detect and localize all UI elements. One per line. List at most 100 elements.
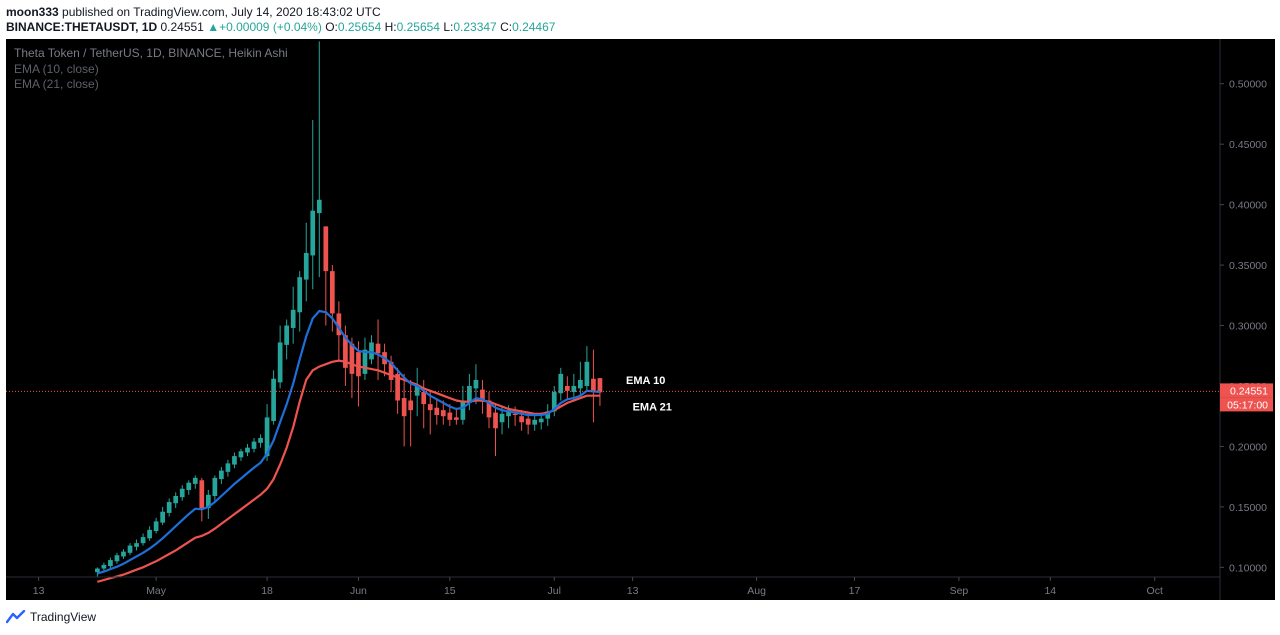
ohlc-line: BINANCE:THETAUSDT, 1D 0.24551 ▲+0.00009 … — [6, 20, 555, 34]
chart-area[interactable]: 0.500000.450000.400000.350000.300000.250… — [6, 39, 1275, 600]
legend-ema21[interactable]: EMA (21, close) — [14, 77, 99, 91]
candle — [349, 337, 355, 399]
candle-body — [388, 361, 394, 380]
candle — [336, 301, 342, 362]
candle — [356, 341, 361, 407]
candle-body — [232, 456, 237, 465]
candle-body — [525, 418, 531, 425]
candle — [493, 404, 498, 457]
candle — [199, 477, 205, 522]
candle — [225, 459, 231, 477]
candle-body — [238, 451, 244, 458]
candle-body — [277, 342, 283, 383]
candle-body — [95, 568, 100, 573]
candlestick-chart[interactable]: 0.500000.450000.400000.350000.300000.250… — [6, 39, 1275, 600]
candle — [395, 367, 400, 414]
y-tick-label: 0.45000 — [1229, 139, 1267, 151]
x-tick-label: Jun — [350, 585, 367, 597]
candles-group — [95, 41, 603, 577]
y-axis: 0.500000.450000.400000.350000.300000.250… — [1220, 79, 1267, 574]
candle-body — [108, 560, 113, 567]
candle-body — [251, 441, 257, 449]
candle — [414, 367, 420, 417]
candle-body — [395, 373, 400, 401]
tradingview-logo-icon[interactable] — [6, 610, 26, 624]
y-tick-label: 0.30000 — [1229, 321, 1267, 333]
candle — [108, 557, 113, 569]
x-tick-label: 17 — [849, 585, 861, 597]
y-tick-label: 0.40000 — [1229, 200, 1267, 212]
x-tick-label: Jul — [548, 585, 561, 597]
last-price-badge: 0.24551 05:17:00 — [1220, 383, 1273, 412]
candle — [362, 337, 368, 380]
candle-body — [271, 378, 276, 422]
candle — [440, 400, 446, 425]
candle-body — [369, 342, 374, 360]
candle-body — [414, 385, 420, 396]
candle — [238, 448, 244, 461]
candle — [558, 367, 564, 401]
open-label: O: — [325, 20, 338, 34]
candle-body — [219, 470, 224, 480]
candle-body — [362, 349, 368, 374]
candle — [329, 265, 335, 332]
footer-brand[interactable]: TradingView — [30, 610, 97, 624]
candle-body — [166, 502, 172, 513]
candle-body — [578, 379, 583, 389]
legend-ema10[interactable]: EMA (10, close) — [14, 62, 99, 76]
candle-body — [434, 407, 440, 415]
candle-body — [467, 385, 472, 403]
y-tick-label: 0.20000 — [1229, 441, 1267, 453]
annotations-group: EMA 10 EMA 21 — [626, 375, 672, 414]
candle-body — [343, 335, 348, 368]
candle-body — [564, 385, 570, 391]
x-tick-label: 13 — [33, 585, 45, 597]
candle — [212, 475, 218, 501]
candle-body — [284, 325, 290, 345]
candle-body — [454, 417, 459, 420]
candle-body — [114, 555, 120, 562]
candle-body — [532, 419, 538, 425]
candle — [219, 466, 224, 484]
x-tick-label: May — [146, 585, 167, 597]
candle-body — [147, 529, 152, 539]
candle-body — [421, 392, 427, 405]
low-label: L: — [443, 20, 454, 34]
candle — [277, 325, 283, 389]
candle-body — [447, 412, 453, 420]
y-tick-label: 0.35000 — [1229, 260, 1267, 272]
author-name[interactable]: moon333 — [6, 5, 59, 19]
x-tick-label: Oct — [1147, 585, 1163, 597]
candle — [290, 286, 296, 344]
high-value: 0.25654 — [396, 20, 440, 34]
candle-body — [186, 482, 192, 490]
candle-body — [486, 400, 492, 418]
x-tick-label: 15 — [444, 585, 456, 597]
candle-body — [258, 437, 263, 443]
footer: TradingView — [6, 610, 96, 624]
candle-body — [591, 378, 596, 393]
candle-body — [310, 210, 316, 256]
candle — [147, 526, 152, 541]
y-tick-label: 0.15000 — [1229, 502, 1267, 514]
candle-body — [401, 398, 407, 417]
y-tick-label: 0.10000 — [1229, 562, 1267, 574]
ema10-line — [97, 309, 601, 575]
published-text: published on TradingView.com, July 14, 2… — [62, 5, 381, 19]
candle — [545, 404, 551, 426]
candle — [205, 489, 211, 519]
candle — [584, 346, 590, 393]
candle — [232, 452, 237, 469]
annotation-label: EMA 10 — [626, 375, 665, 387]
candle-body — [245, 447, 250, 453]
candle-body — [349, 343, 355, 374]
candle-body — [551, 392, 557, 412]
candle-body — [329, 271, 335, 314]
low-value: 0.23347 — [453, 20, 497, 34]
candle — [245, 444, 250, 457]
open-value: 0.25654 — [337, 20, 382, 34]
candle-body — [173, 495, 179, 504]
candle-body — [134, 543, 139, 547]
candle — [408, 379, 414, 447]
chart-legend-title[interactable]: Theta Token / TetherUS, 1D, BINANCE, Hei… — [14, 46, 288, 60]
